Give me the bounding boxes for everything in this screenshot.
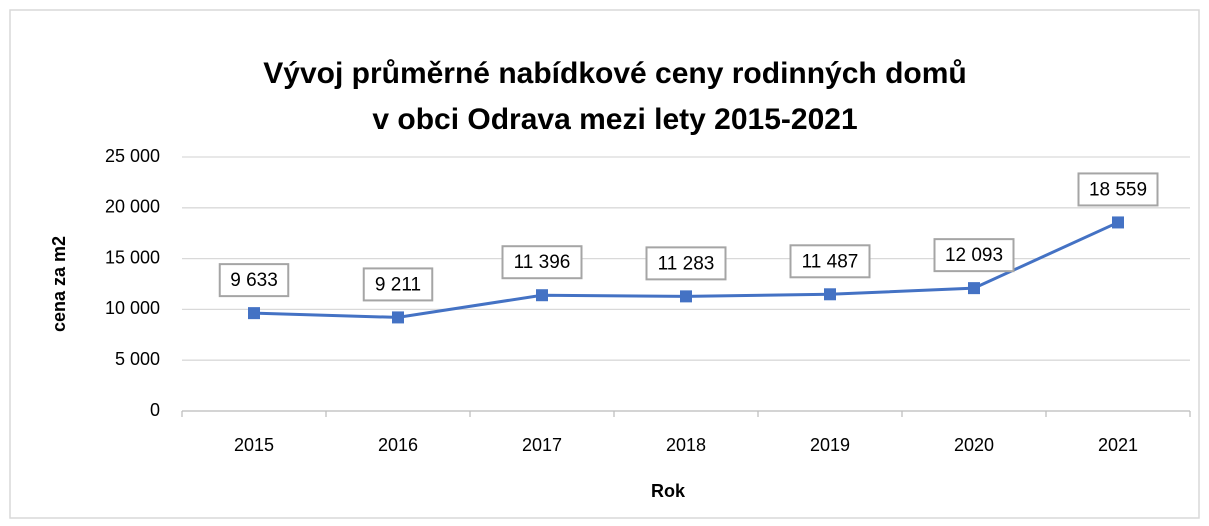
chart-title: Vývoj průměrné nabídkové ceny rodinných … (263, 57, 967, 90)
x-tick-label: 2021 (1098, 435, 1138, 455)
marker (248, 307, 260, 320)
y-tick-label: 0 (150, 400, 160, 420)
x-tick-label: 2015 (234, 435, 274, 455)
data-label: 11 283 (658, 253, 715, 274)
y-tick-label: 20 000 (105, 197, 160, 217)
marker (1112, 216, 1124, 229)
y-tick-label: 10 000 (105, 298, 160, 318)
x-tick-label: 2020 (954, 435, 994, 455)
data-label: 9 633 (230, 270, 278, 291)
x-tick-label: 2016 (378, 435, 418, 455)
marker (392, 311, 404, 324)
x-tick-label: 2017 (522, 435, 562, 455)
x-tick-label: 2019 (810, 435, 850, 455)
data-label: 18 559 (1089, 179, 1147, 200)
marker (968, 282, 980, 295)
chart-title: v obci Odrava mezi lety 2015-2021 (372, 103, 857, 136)
y-tick-label: 15 000 (105, 247, 160, 267)
data-label-box (362, 267, 434, 302)
y-tick-label: 5 000 (115, 349, 160, 369)
data-label-box (933, 238, 1015, 273)
marker (536, 289, 548, 302)
y-axis-label: cena za m2 (49, 236, 69, 332)
data-label-box (645, 246, 727, 281)
data-label: 11 487 (802, 251, 859, 272)
data-label-box (218, 263, 290, 298)
marker (824, 288, 836, 301)
data-label: 9 211 (375, 274, 421, 295)
y-tick-label: 25 000 (105, 146, 160, 166)
x-axis-label: Rok (651, 481, 686, 501)
x-tick-label: 2018 (666, 435, 706, 455)
data-label-box (501, 245, 583, 280)
data-label: 11 396 (514, 252, 571, 273)
marker (680, 290, 692, 303)
data-label-box (789, 244, 871, 279)
data-label-box (1077, 172, 1159, 207)
data-label: 12 093 (945, 245, 1003, 266)
